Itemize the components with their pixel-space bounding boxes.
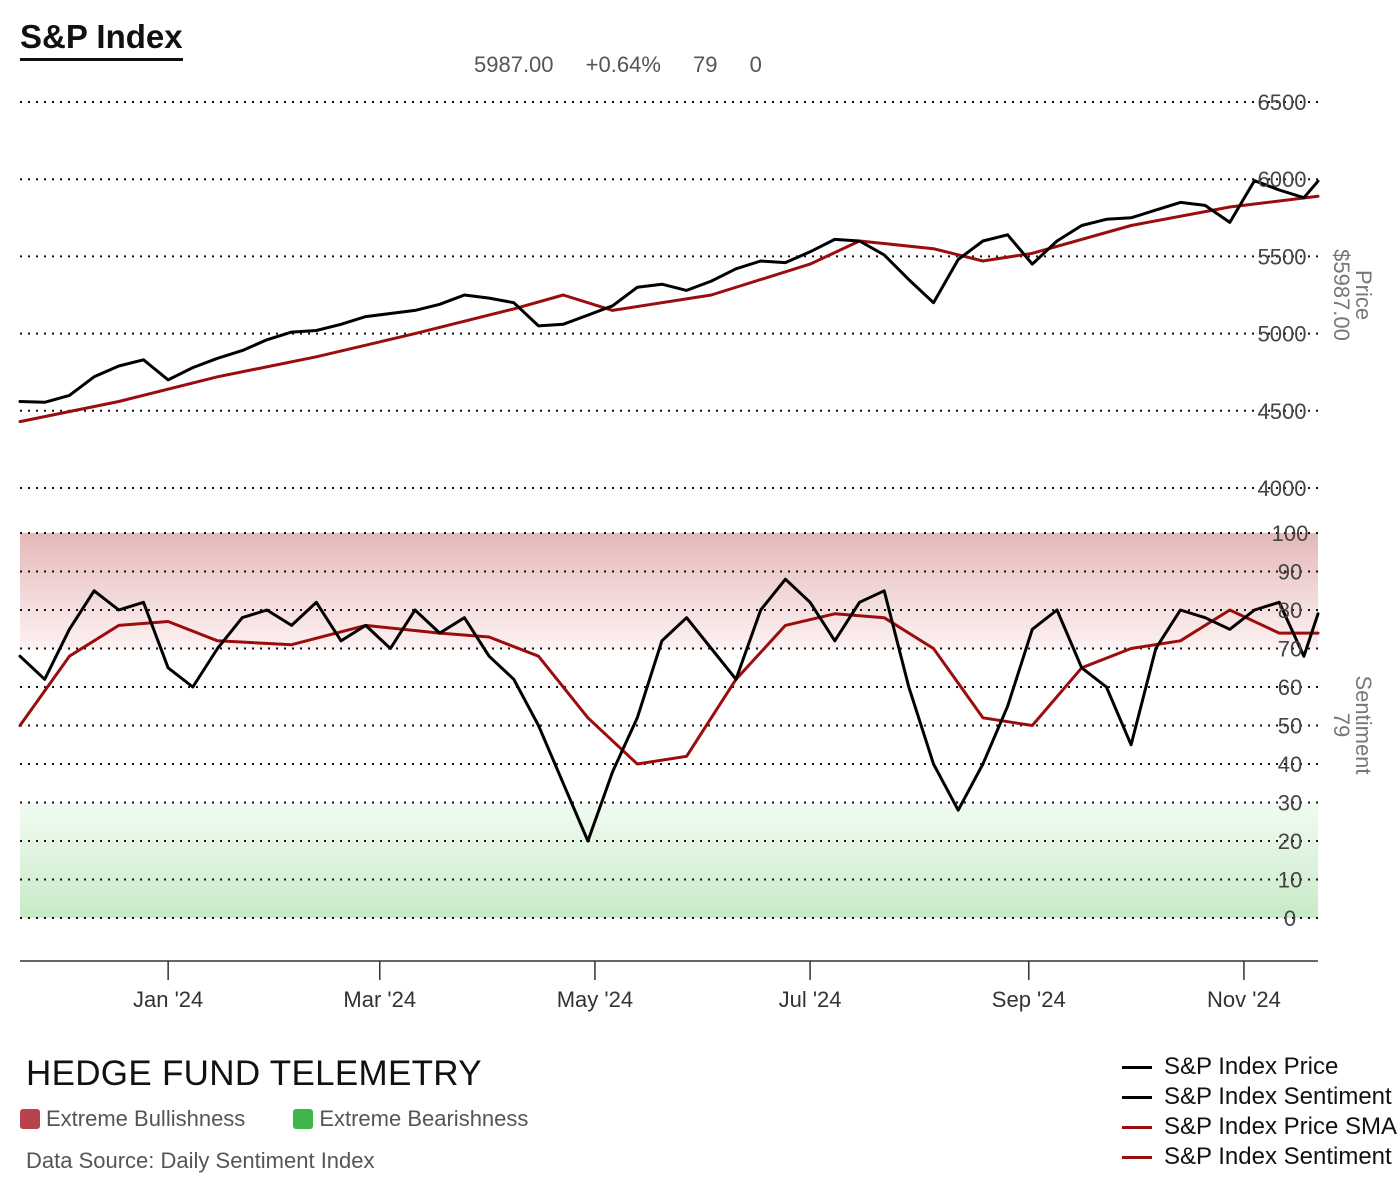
bearish-label: Extreme Bearishness <box>319 1106 529 1131</box>
price-axis-value: $5987.00 <box>1329 249 1354 341</box>
bearish-swatch <box>293 1109 314 1129</box>
price-tick-label: 6500 <box>1258 90 1307 115</box>
legend-label-sentiment: S&P Index Sentiment <box>1164 1083 1392 1110</box>
price-axis-title: Price <box>1351 270 1376 320</box>
change-stat: +0.64% <box>585 52 661 77</box>
x-tick-label: Nov '24 <box>1207 987 1281 1012</box>
extreme-bullish-zone <box>20 533 1318 649</box>
x-tick-label: Jul '24 <box>779 987 842 1012</box>
x-tick-label: Mar '24 <box>343 987 416 1012</box>
sentiment-stat: 79 <box>693 52 718 77</box>
sentiment-tick-label: 10 <box>1278 868 1302 893</box>
legend-item-sentiment-sma[interactable]: S&P Index Sentiment <box>1122 1142 1397 1172</box>
sentiment-tick-label: 30 <box>1278 791 1302 816</box>
x-tick-label: Sep '24 <box>992 987 1066 1012</box>
legend-item-sentiment[interactable]: S&P Index Sentiment <box>1122 1082 1397 1112</box>
sentiment-tick-label: 0 <box>1284 906 1296 931</box>
legend-item-price[interactable]: S&P Index Price <box>1122 1052 1397 1082</box>
data-source: Data Source: Daily Sentiment Index <box>26 1148 375 1173</box>
zone-legend-bearish: Extreme Bearishness <box>293 1106 528 1132</box>
price-tick-label: 4500 <box>1258 399 1307 424</box>
legend-label-sentiment-sma: S&P Index Sentiment <box>1164 1143 1392 1170</box>
legend-line-sentiment-sma <box>1122 1155 1152 1159</box>
x-tick-label: May '24 <box>557 987 633 1012</box>
sentiment-sma-line <box>18 608 1320 766</box>
sentiment-tick-label: 80 <box>1278 598 1302 623</box>
sentiment-axis-title: Sentiment <box>1351 675 1376 774</box>
sentiment-tick-label: 100 <box>1272 521 1309 546</box>
sentiment-tick-label: 70 <box>1278 637 1302 662</box>
sentiment-tick-label: 90 <box>1278 560 1302 585</box>
sentiment-tick-label: 50 <box>1278 714 1302 739</box>
brand-name: HEDGE FUND TELEMETRY <box>26 1054 482 1093</box>
legend-line-price <box>1122 1065 1152 1069</box>
legend-line-price-sma <box>1122 1125 1152 1129</box>
legend-item-price-sma[interactable]: S&P Index Price SMA <box>1122 1112 1397 1142</box>
bullish-swatch <box>20 1109 40 1129</box>
legend-line-sentiment <box>1122 1095 1152 1099</box>
extreme-bearish-zone <box>20 802 1318 918</box>
sentiment-tick-label: 20 <box>1278 829 1302 854</box>
legend-label-price: S&P Index Price <box>1164 1053 1339 1080</box>
sentiment-tick-label: 60 <box>1278 675 1302 700</box>
price-stat: 5987.00 <box>474 52 554 77</box>
price-tick-label: 5500 <box>1258 244 1307 269</box>
price-tick-label: 6000 <box>1258 167 1307 192</box>
zone-legend-bullish: Extreme Bullishness <box>20 1106 245 1132</box>
price-line <box>18 179 1320 404</box>
bullish-label: Extreme Bullishness <box>46 1106 246 1131</box>
price-tick-label: 5000 <box>1258 322 1307 347</box>
price-tick-label: 4000 <box>1258 476 1307 501</box>
series-legend: S&P Index Price S&P Index Sentiment S&P … <box>1122 1052 1397 1172</box>
price-sma-line <box>18 194 1320 424</box>
header-stats: 5987.00 +0.64% 79 0 <box>474 52 788 78</box>
extra-stat: 0 <box>749 52 762 77</box>
sentiment-line <box>18 577 1320 843</box>
legend-label-price-sma: S&P Index Price SMA <box>1164 1113 1397 1140</box>
zone-legend: Extreme Bullishness Extreme Bearishness <box>20 1106 576 1132</box>
sentiment-tick-label: 40 <box>1278 752 1302 777</box>
sentiment-axis-value: 79 <box>1329 713 1354 737</box>
x-tick-label: Jan '24 <box>133 987 203 1012</box>
chart-title: S&P Index <box>20 18 183 61</box>
